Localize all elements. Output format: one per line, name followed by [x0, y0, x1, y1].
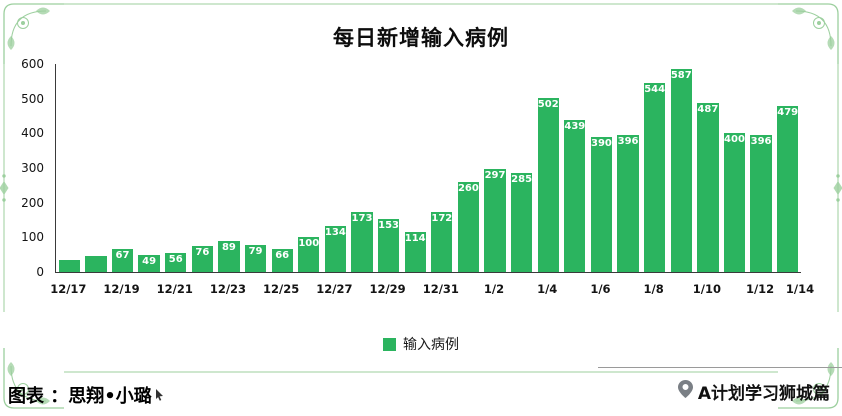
bar-12/29: 153	[377, 218, 400, 272]
bar-value-label: 79	[248, 245, 263, 257]
bar-12/22: 76	[191, 245, 213, 272]
x-tick-label: 12/19	[103, 282, 140, 296]
brand: A计划学习狮城篇	[677, 379, 830, 404]
bar-value-label: 56	[168, 253, 183, 265]
bar-value-label: 544	[644, 84, 666, 96]
y-tick-label: 500	[21, 91, 44, 106]
bar-12/25: 66	[271, 249, 293, 272]
y-tick-label: 600	[21, 57, 44, 71]
y-axis: 0 100 200 300 400 500 600	[10, 57, 50, 279]
bar-value-label: 400	[724, 134, 745, 146]
y-tick-label: 100	[21, 230, 44, 245]
bar-12/17	[58, 259, 80, 272]
bar-1/8: 544	[644, 83, 666, 272]
plot-area: 67 49 56 76 89 79 66 100 134 173 153 114 172 260 297 28…	[55, 64, 801, 273]
bar-1/3: 285	[510, 173, 533, 272]
x-tick-label: 12/17	[50, 282, 87, 296]
bar-12/28: 173	[351, 212, 373, 272]
bar-1/2: 297	[484, 169, 506, 272]
x-tick-label: 12/29	[369, 282, 406, 296]
chart-credit: 图表 ：思翔•小璐	[8, 382, 164, 408]
location-pin-icon	[677, 380, 693, 403]
bar-value-label: 153	[378, 219, 400, 231]
x-axis: 12/17 12/19 12/21 12/23 12/25 12/27 12/29 12/31…	[50, 278, 814, 300]
x-tick-label: 1/6	[590, 282, 611, 296]
bar-1/5: 439	[564, 119, 586, 272]
bar-value-label: 89	[221, 242, 236, 254]
bar-12/31: 172	[431, 212, 453, 272]
x-tick-label: 1/12	[745, 282, 775, 296]
bar-value-label: 502	[537, 98, 559, 110]
bar-value-label: 172	[431, 213, 453, 225]
chart-title: 每日新增输入病例	[333, 26, 509, 50]
bar-12/23: 89	[218, 241, 240, 272]
brand-divider	[598, 367, 842, 368]
bar-value-label: 173	[351, 213, 373, 225]
bar-12/18	[85, 256, 107, 272]
x-tick-label: 12/27	[316, 282, 353, 296]
bar-12/21: 56	[165, 252, 187, 272]
bar-value-label: 390	[591, 137, 612, 149]
bar-value-label: 49	[142, 256, 157, 268]
x-tick-label: 1/4	[537, 282, 558, 296]
bar-value-label: 67	[115, 249, 130, 261]
bar-12/30: 114	[404, 232, 426, 272]
bar-value-label: 396	[617, 135, 639, 147]
y-tick-label: 200	[21, 195, 44, 210]
bar-12/24: 79	[244, 244, 267, 272]
y-tick-label: 400	[21, 126, 44, 141]
x-tick-label: 1/14	[785, 282, 815, 296]
bar-value-label: 76	[195, 246, 210, 258]
bar-value-label: 297	[484, 170, 506, 182]
bar-1/9: 587	[670, 68, 692, 272]
bar-12/19: 67	[111, 248, 134, 272]
brand-text: A计划学习狮城篇	[697, 384, 830, 404]
bar-1/10: 487	[697, 103, 719, 272]
bar-value-label: 285	[511, 174, 533, 186]
x-tick-label: 1/2	[483, 282, 505, 296]
bar-1/4: 502	[537, 97, 559, 272]
bar-12/26: 100	[298, 237, 320, 272]
y-tick-label: 0	[36, 265, 44, 279]
legend-label: 输入病例	[403, 337, 459, 353]
x-tick-label: 1/10	[692, 282, 721, 296]
cursor-icon	[155, 385, 164, 406]
x-tick-label: 12/25	[263, 282, 300, 296]
bar-12/27: 134	[324, 225, 346, 272]
bar-value-label: 100	[298, 238, 320, 250]
legend: 输入病例	[0, 334, 842, 354]
bar-value-label: 134	[324, 226, 346, 238]
y-tick-label: 300	[21, 161, 44, 175]
bar-value-label: 479	[777, 106, 799, 118]
bar-value-label: 260	[457, 182, 479, 194]
bar-value-label: 487	[697, 104, 719, 116]
x-tick-label: 12/21	[156, 282, 193, 296]
bar-1/7: 396	[617, 134, 639, 272]
x-tick-label: 12/23	[209, 282, 247, 296]
bar-value-label: 587	[670, 69, 692, 81]
bar-1/11: 400	[723, 133, 746, 272]
bar-value-label: 396	[750, 135, 772, 147]
bar-1/13: 479	[777, 105, 799, 272]
x-tick-label: 1/8	[643, 282, 664, 296]
chart-credit-text: 图表 ：思翔•小璐	[8, 386, 152, 407]
bar-value-label: 114	[404, 233, 426, 245]
legend-swatch	[383, 337, 396, 351]
x-tick-label: 12/31	[422, 282, 459, 296]
bar-1/12: 396	[750, 134, 772, 272]
bar-1/6: 390	[590, 136, 613, 272]
bar-1/1: 260	[457, 181, 480, 272]
bar-12/20: 49	[138, 255, 160, 272]
bar-value-label: 439	[564, 120, 586, 132]
bar-value-label: 66	[275, 250, 290, 262]
